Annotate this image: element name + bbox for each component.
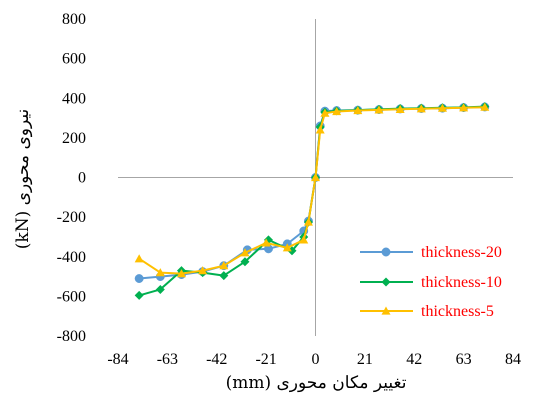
x-axis-tick-labels: -84 -63 -42 -21 0 21 42 63 84	[107, 351, 521, 368]
x-tick-label: -42	[206, 351, 227, 368]
legend-label: thickness-5	[421, 303, 494, 320]
data-point	[282, 243, 292, 252]
data-point	[303, 217, 313, 226]
x-tick-label: 84	[505, 351, 521, 368]
data-point	[155, 284, 165, 294]
data-point	[299, 235, 309, 244]
x-tick-label: 63	[456, 351, 472, 368]
data-point	[219, 271, 229, 281]
data-point	[374, 105, 384, 114]
data-point	[261, 238, 271, 247]
y-tick-label: -800	[57, 328, 86, 345]
data-point	[134, 254, 144, 263]
y-tick-label: 0	[78, 170, 86, 187]
data-point	[437, 103, 447, 112]
data-point	[155, 268, 165, 277]
y-axis-tick-labels: 800 600 400 200 0 -200 -400 -600 -800	[57, 11, 86, 345]
data-point	[416, 104, 426, 113]
x-tick-label: 0	[312, 351, 320, 368]
data-point	[459, 103, 469, 112]
legend-marker	[381, 247, 391, 257]
data-point	[315, 125, 325, 134]
series-lines	[134, 102, 490, 300]
x-tick-label: -63	[157, 351, 178, 368]
x-tick-label: 21	[357, 351, 373, 368]
data-point	[176, 269, 186, 278]
y-tick-label: -400	[57, 249, 86, 266]
legend: thickness-20 thickness-10 thickness-5	[360, 244, 502, 320]
data-point	[320, 108, 330, 117]
series-thickness-5	[134, 102, 490, 278]
y-tick-label: 600	[62, 51, 86, 68]
y-tick-label: 800	[62, 11, 86, 28]
data-point	[134, 290, 144, 300]
y-tick-label: 400	[62, 90, 86, 107]
x-tick-label: 42	[406, 351, 422, 368]
data-point	[353, 106, 363, 115]
legend-label: thickness-10	[421, 274, 502, 291]
legend-item: thickness-20	[360, 244, 502, 261]
x-tick-label: -84	[107, 351, 128, 368]
y-axis-title: نیروی محوری (kN)	[13, 109, 33, 249]
data-point	[240, 248, 250, 257]
y-tick-label: 200	[62, 130, 86, 147]
data-point	[395, 104, 405, 113]
legend-item: thickness-10	[360, 274, 502, 291]
data-point	[219, 261, 229, 270]
data-point	[134, 274, 144, 283]
plot-area	[68, 19, 537, 339]
data-point	[311, 173, 320, 182]
y-tick-label: -600	[57, 288, 86, 305]
legend-item: thickness-5	[360, 303, 494, 320]
legend-label: thickness-20	[421, 244, 502, 261]
x-axis-title: تغییر مکان محوری (mm)	[226, 373, 407, 393]
x-tick-label: -21	[255, 351, 276, 368]
legend-marker	[381, 277, 391, 287]
data-point	[332, 107, 342, 116]
y-tick-label: -200	[57, 209, 86, 226]
legend-marker	[381, 306, 391, 315]
data-point	[198, 266, 208, 275]
data-point	[240, 257, 250, 267]
data-point	[480, 102, 490, 111]
